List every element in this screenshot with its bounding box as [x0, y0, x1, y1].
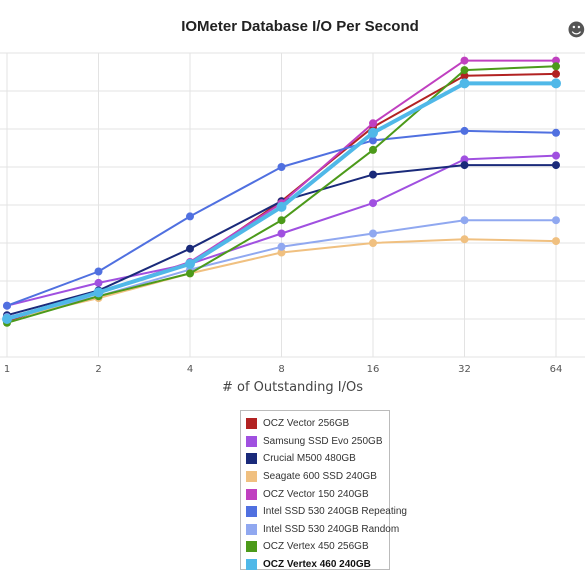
data-point — [460, 66, 469, 75]
legend-item: Seagate 600 SSD 240GB — [246, 468, 383, 486]
legend-swatch — [246, 471, 257, 483]
data-point — [369, 170, 377, 179]
data-point — [3, 301, 11, 310]
x-tick-label: 32 — [458, 364, 471, 375]
chart-legend: OCZ Vector 256GB Samsung SSD Evo 250GB Cru… — [240, 410, 407, 571]
legend-label: Intel SSD 530 240GB Repeating — [263, 506, 407, 518]
data-point — [186, 244, 194, 253]
data-point — [369, 239, 377, 247]
x-tick-label: 64 — [550, 364, 563, 375]
data-point — [460, 216, 469, 225]
legend-label: Samsung SSD Evo 250GB — [263, 435, 383, 447]
series-8 — [2, 78, 561, 324]
data-point — [369, 199, 377, 208]
series-5 — [3, 126, 560, 310]
mascot-icon: ☻ — [567, 20, 585, 41]
x-tick-label: 1 — [4, 364, 10, 375]
data-point — [369, 136, 377, 145]
data-point — [277, 229, 286, 238]
data-point — [369, 229, 377, 238]
legend-swatch — [246, 541, 257, 553]
data-point — [552, 151, 560, 160]
data-point — [94, 278, 103, 287]
data-point — [277, 248, 286, 257]
legend-label: Seagate 600 SSD 240GB — [263, 471, 377, 483]
legend-item: OCZ Vertex 460 240GB — [246, 556, 383, 574]
legend-swatch — [246, 559, 257, 571]
legend-item: OCZ Vector 150 240GB — [246, 485, 383, 503]
x-tick-label: 16 — [367, 364, 380, 375]
data-point — [552, 69, 560, 78]
data-point — [186, 212, 194, 221]
data-point — [460, 71, 469, 80]
legend-swatch — [246, 523, 257, 535]
legend-label: OCZ Vector 150 240GB — [263, 488, 369, 500]
data-point — [2, 314, 12, 324]
chart-series — [2, 56, 561, 327]
legend-item: Intel SSD 530 240GB Random — [246, 521, 399, 539]
data-point — [369, 119, 377, 128]
legend-swatch — [246, 435, 257, 447]
legend-item: Crucial M500 480GB — [246, 450, 383, 468]
chart-grid — [0, 52, 585, 358]
data-point — [552, 128, 560, 137]
data-point — [277, 163, 286, 171]
data-point — [552, 216, 560, 225]
legend-swatch — [246, 418, 257, 430]
x-axis-ticks: 1 2 4 8 16 32 64 — [4, 364, 563, 375]
data-point — [552, 56, 560, 65]
x-tick-label: 8 — [278, 364, 284, 375]
data-point — [552, 62, 560, 71]
legend-label: Intel SSD 530 240GB Random — [263, 523, 400, 535]
data-point — [552, 161, 560, 170]
x-axis-label: # of Outstanding I/Os — [221, 380, 364, 395]
x-tick-label: 4 — [187, 364, 193, 375]
data-point — [460, 155, 469, 164]
data-point — [277, 216, 286, 225]
legend-item: Intel SSD 530 240GB Repeating — [246, 503, 407, 521]
data-point — [459, 78, 470, 89]
data-point — [93, 287, 104, 298]
data-point — [185, 258, 195, 269]
legend-swatch — [246, 488, 257, 500]
legend-label: Crucial M500 480GB — [263, 453, 356, 465]
legend-item: Samsung SSD Evo 250GB — [246, 433, 383, 451]
legend-swatch — [246, 453, 257, 465]
data-point — [460, 161, 469, 170]
legend-item: OCZ Vector 256GB — [246, 415, 383, 433]
data-point — [368, 127, 378, 138]
data-point — [460, 126, 469, 135]
chart-title: IOMeter Database I/O Per Second — [181, 18, 419, 35]
data-point — [369, 145, 377, 154]
legend-swatch — [246, 506, 257, 518]
legend-label: OCZ Vertex 460 240GB — [263, 559, 371, 571]
legend-label: OCZ Vertex 450 256GB — [263, 541, 369, 553]
data-point — [186, 269, 194, 278]
x-tick-label: 2 — [95, 364, 101, 375]
data-point — [552, 237, 560, 246]
data-point — [277, 242, 286, 251]
legend-item: OCZ Vertex 450 256GB — [246, 538, 383, 556]
series-1 — [3, 151, 560, 310]
data-point — [460, 235, 469, 244]
data-point — [460, 56, 469, 65]
data-point — [551, 78, 561, 89]
data-point — [94, 267, 103, 276]
data-point — [276, 201, 287, 212]
legend-label: OCZ Vector 256GB — [263, 418, 350, 430]
